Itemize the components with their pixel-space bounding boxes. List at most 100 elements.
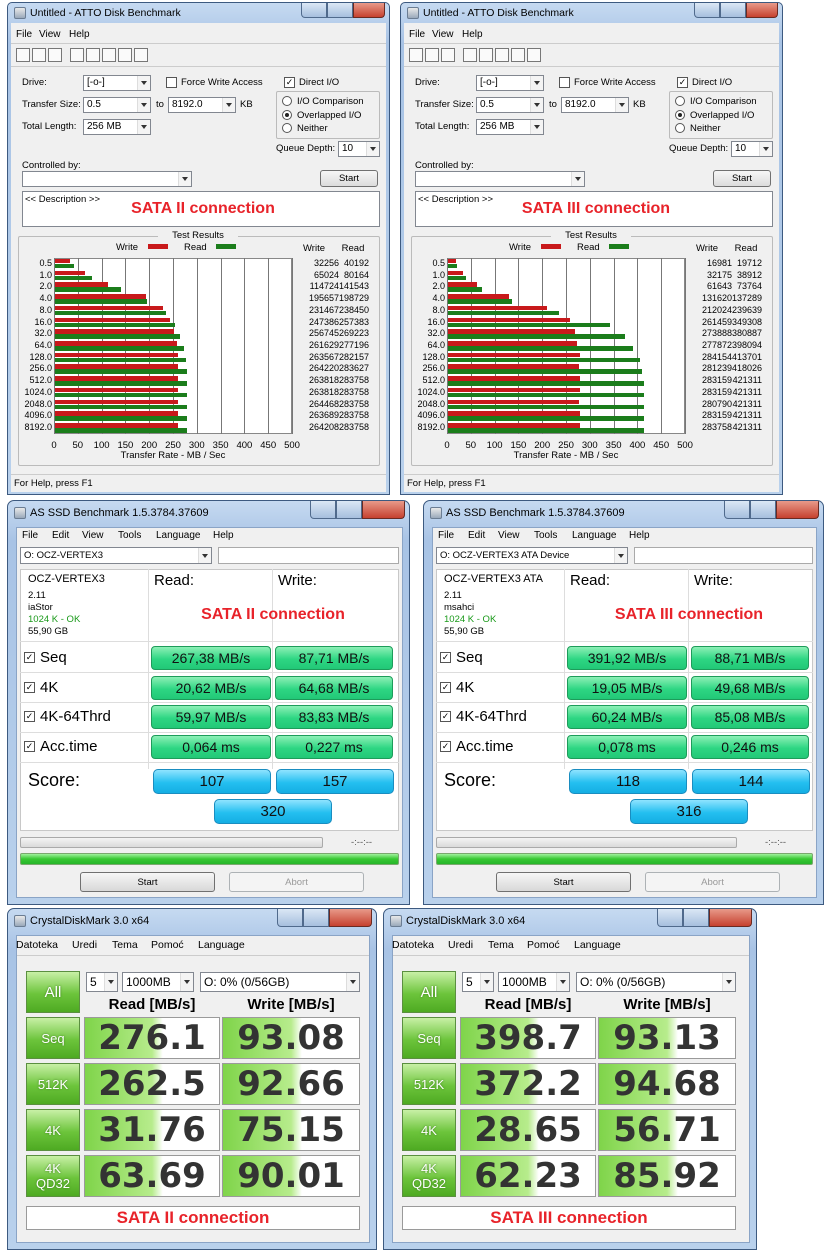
start-button[interactable]: Start (80, 872, 215, 892)
close-button[interactable] (746, 3, 778, 18)
dropdown[interactable]: 0.5 (83, 97, 151, 113)
checkbox[interactable]: ✓ (24, 741, 35, 752)
dropdown[interactable]: O: 0% (0/56GB) (576, 972, 736, 992)
test-button[interactable]: 4K QD32 (402, 1155, 456, 1197)
menu-item[interactable]: Uredi (72, 939, 98, 951)
close-button[interactable] (362, 501, 405, 519)
dropdown[interactable]: 10 (731, 141, 773, 157)
minimize-button[interactable] (724, 501, 750, 519)
menu-item[interactable]: Datoteka (16, 939, 59, 951)
toolbar-icon[interactable] (511, 48, 525, 62)
checkbox[interactable]: ✓ (677, 77, 688, 88)
menu-item[interactable]: File (22, 530, 39, 541)
dropdown[interactable] (22, 171, 192, 187)
maximize-button[interactable] (327, 3, 353, 18)
all-button[interactable]: All (26, 971, 80, 1013)
menu-item[interactable]: View (432, 29, 454, 40)
toolbar-icon[interactable] (527, 48, 541, 62)
menu-item[interactable]: Tema (112, 939, 138, 951)
dropdown[interactable]: 8192.0 (561, 97, 629, 113)
checkbox[interactable] (166, 77, 177, 88)
radio[interactable] (675, 110, 685, 120)
menu-item[interactable]: Language (572, 530, 617, 541)
menu-item[interactable]: Help (462, 29, 483, 40)
toolbar-icon[interactable] (463, 48, 477, 62)
checkbox[interactable]: ✓ (440, 711, 451, 722)
checkbox[interactable]: ✓ (284, 77, 295, 88)
checkbox[interactable]: ✓ (440, 682, 451, 693)
radio[interactable] (675, 123, 685, 133)
radio[interactable] (282, 110, 292, 120)
maximize-button[interactable] (683, 909, 709, 927)
menu-item[interactable]: Help (213, 530, 234, 541)
menu-item[interactable]: Tools (118, 530, 142, 541)
menu-item[interactable]: File (409, 29, 426, 40)
close-button[interactable] (776, 501, 819, 519)
test-button[interactable]: Seq (402, 1017, 456, 1059)
start-button[interactable]: Start (713, 170, 771, 187)
test-button[interactable]: 4K QD32 (26, 1155, 80, 1197)
menu-item[interactable]: Language (574, 939, 621, 951)
text-field[interactable] (634, 547, 813, 564)
abort-button[interactable]: Abort (645, 872, 780, 892)
dropdown[interactable]: O: OCZ-VERTEX3 (20, 547, 212, 564)
maximize-button[interactable] (303, 909, 329, 927)
menu-item[interactable]: Datoteka (392, 939, 435, 951)
dropdown[interactable]: O: OCZ-VERTEX3 ATA Device (436, 547, 628, 564)
all-button[interactable]: All (402, 971, 456, 1013)
dropdown[interactable]: 256 MB (476, 119, 544, 135)
dropdown[interactable]: O: 0% (0/56GB) (200, 972, 360, 992)
menu-item[interactable]: Uredi (448, 939, 474, 951)
checkbox[interactable]: ✓ (440, 652, 451, 663)
toolbar-icon[interactable] (409, 48, 423, 62)
menu-item[interactable]: File (438, 530, 455, 541)
menu-item[interactable]: Edit (52, 530, 70, 541)
menu-item[interactable]: File (16, 29, 33, 40)
dropdown[interactable]: 0.5 (476, 97, 544, 113)
checkbox[interactable]: ✓ (24, 682, 35, 693)
test-button[interactable]: 4K (402, 1109, 456, 1151)
minimize-button[interactable] (657, 909, 683, 927)
dropdown[interactable] (415, 171, 585, 187)
dropdown[interactable]: [-o-] (83, 75, 151, 91)
toolbar-icon[interactable] (118, 48, 132, 62)
dropdown[interactable]: 5 (86, 972, 118, 992)
close-button[interactable] (709, 909, 752, 927)
minimize-button[interactable] (694, 3, 720, 18)
toolbar-icon[interactable] (48, 48, 62, 62)
minimize-button[interactable] (310, 501, 336, 519)
close-button[interactable] (329, 909, 372, 927)
test-button[interactable]: 512K (26, 1063, 80, 1105)
toolbar-icon[interactable] (32, 48, 46, 62)
menu-item[interactable]: Language (198, 939, 245, 951)
maximize-button[interactable] (750, 501, 776, 519)
checkbox[interactable] (559, 77, 570, 88)
menu-item[interactable]: Help (69, 29, 90, 40)
text-field[interactable] (218, 547, 399, 564)
abort-button[interactable]: Abort (229, 872, 364, 892)
dropdown[interactable]: 1000MB (498, 972, 570, 992)
radio[interactable] (282, 123, 292, 133)
menu-item[interactable]: Edit (468, 530, 486, 541)
toolbar-icon[interactable] (70, 48, 84, 62)
start-button[interactable]: Start (320, 170, 378, 187)
toolbar-icon[interactable] (479, 48, 493, 62)
menu-item[interactable]: View (82, 530, 104, 541)
close-button[interactable] (353, 3, 385, 18)
toolbar-icon[interactable] (16, 48, 30, 62)
toolbar-icon[interactable] (441, 48, 455, 62)
dropdown[interactable]: 5 (462, 972, 494, 992)
dropdown[interactable]: 8192.0 (168, 97, 236, 113)
test-button[interactable]: Seq (26, 1017, 80, 1059)
minimize-button[interactable] (277, 909, 303, 927)
checkbox[interactable]: ✓ (440, 741, 451, 752)
toolbar-icon[interactable] (102, 48, 116, 62)
toolbar-icon[interactable] (425, 48, 439, 62)
test-button[interactable]: 4K (26, 1109, 80, 1151)
menu-item[interactable]: View (498, 530, 520, 541)
dropdown[interactable]: [-o-] (476, 75, 544, 91)
checkbox[interactable]: ✓ (24, 652, 35, 663)
radio[interactable] (282, 96, 292, 106)
maximize-button[interactable] (336, 501, 362, 519)
dropdown[interactable]: 256 MB (83, 119, 151, 135)
